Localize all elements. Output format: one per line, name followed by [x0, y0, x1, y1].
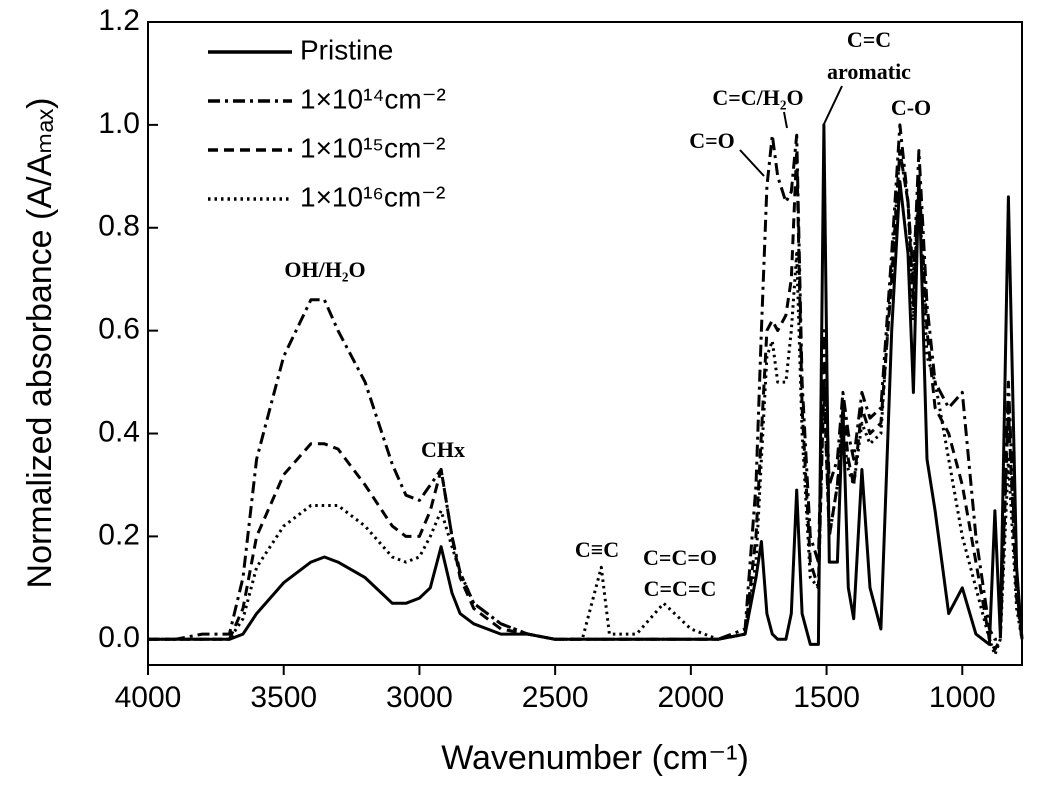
y-tick-label: 0.6 — [98, 313, 140, 346]
annotation-leader — [823, 85, 843, 125]
annotation-leader — [739, 149, 765, 177]
legend-label: Pristine — [300, 34, 393, 65]
annotation: C=C — [847, 27, 891, 52]
y-tick-label: 1.2 — [98, 4, 140, 37]
annotation: C=C=O — [643, 545, 717, 570]
annotation: C-O — [891, 95, 931, 120]
x-tick-label: 2500 — [522, 681, 589, 714]
x-tick-label: 3000 — [386, 681, 453, 714]
annotation: C≡C — [575, 537, 619, 562]
y-tick-label: 0.2 — [98, 518, 140, 551]
y-tick-label: 0.8 — [98, 210, 140, 243]
annotation: C=O — [689, 128, 735, 153]
annotation: OH/H₂O — [284, 257, 365, 282]
x-tick-label: 2000 — [657, 681, 724, 714]
y-tick-label: 0.0 — [98, 621, 140, 654]
annotation: aromatic — [827, 59, 911, 84]
x-tick-label: 1000 — [929, 681, 996, 714]
x-tick-label: 4000 — [115, 681, 182, 714]
legend-label: 1×10¹⁴cm⁻² — [300, 83, 446, 114]
x-tick-label: 3500 — [250, 681, 317, 714]
x-tick-label: 1500 — [793, 681, 860, 714]
annotation: C=C=C — [644, 576, 717, 601]
y-tick-label: 0.4 — [98, 415, 140, 448]
legend-label: 1×10¹⁵cm⁻² — [300, 132, 445, 163]
x-axis-title: Wavenumber (cm⁻¹) — [441, 739, 749, 777]
plot-frame — [147, 21, 1023, 666]
series-line — [148, 149, 1024, 657]
annotation: C=C/H₂O — [712, 85, 803, 110]
annotation-leader — [783, 111, 788, 129]
y-tick-label: 1.0 — [98, 107, 140, 140]
annotation: CHx — [421, 437, 465, 462]
series-line — [148, 149, 1024, 652]
series-line — [148, 123, 1024, 641]
legend-label: 1×10¹⁶cm⁻² — [300, 181, 445, 212]
y-axis-title: Normalized absorbance (A/Aₘₐₓ) — [21, 98, 59, 589]
